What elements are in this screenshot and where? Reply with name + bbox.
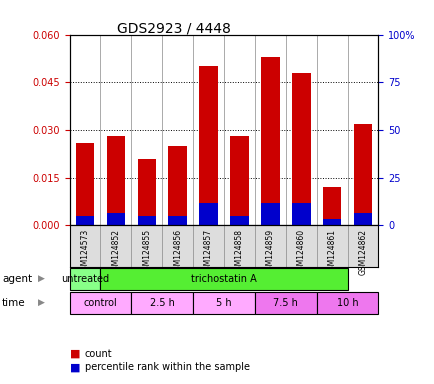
Text: time: time [2,298,26,308]
Bar [168,146,187,225]
Bar [254,292,316,314]
Text: 7.5 h: 7.5 h [273,298,298,308]
Text: GSM124855: GSM124855 [142,228,151,275]
Bar [193,292,254,314]
Bar [106,212,125,225]
Text: 2.5 h: 2.5 h [149,298,174,308]
Bar [76,216,94,225]
Text: GDS2923 / 4448: GDS2923 / 4448 [117,21,230,35]
Text: GSM124860: GSM124860 [296,228,305,275]
Bar [131,292,193,314]
Bar [137,159,156,225]
Bar [69,292,131,314]
Text: GSM124861: GSM124861 [327,228,336,275]
Bar [100,268,347,290]
Text: GSM124862: GSM124862 [358,228,367,275]
Bar [291,73,310,225]
Text: untreated: untreated [61,274,109,284]
Text: GSM124573: GSM124573 [80,228,89,275]
Text: control: control [83,298,117,308]
Text: GSM124852: GSM124852 [111,228,120,275]
Bar [322,187,341,225]
Bar [230,216,248,225]
Text: trichostatin A: trichostatin A [191,274,256,284]
Text: GSM124856: GSM124856 [173,228,182,275]
Bar [291,203,310,225]
Bar [353,212,372,225]
Text: GSM124858: GSM124858 [234,228,243,275]
Bar [322,219,341,225]
Text: GSM124857: GSM124857 [204,228,213,275]
Text: percentile rank within the sample: percentile rank within the sample [85,362,249,372]
Text: GSM124859: GSM124859 [265,228,274,275]
Bar [168,216,187,225]
Text: 5 h: 5 h [216,298,231,308]
Bar [260,57,279,225]
Bar [199,66,217,225]
Text: ▶: ▶ [38,274,45,283]
Text: ■: ■ [69,349,80,359]
Text: ■: ■ [69,362,80,372]
Bar [230,136,248,225]
Bar [137,216,156,225]
Text: ▶: ▶ [38,298,45,307]
Bar [260,203,279,225]
Bar [316,292,378,314]
Text: count: count [85,349,112,359]
Text: 10 h: 10 h [336,298,358,308]
Text: agent: agent [2,274,32,284]
Bar [69,268,100,290]
Bar [353,124,372,225]
Bar [106,136,125,225]
Bar [199,203,217,225]
Bar [76,142,94,225]
